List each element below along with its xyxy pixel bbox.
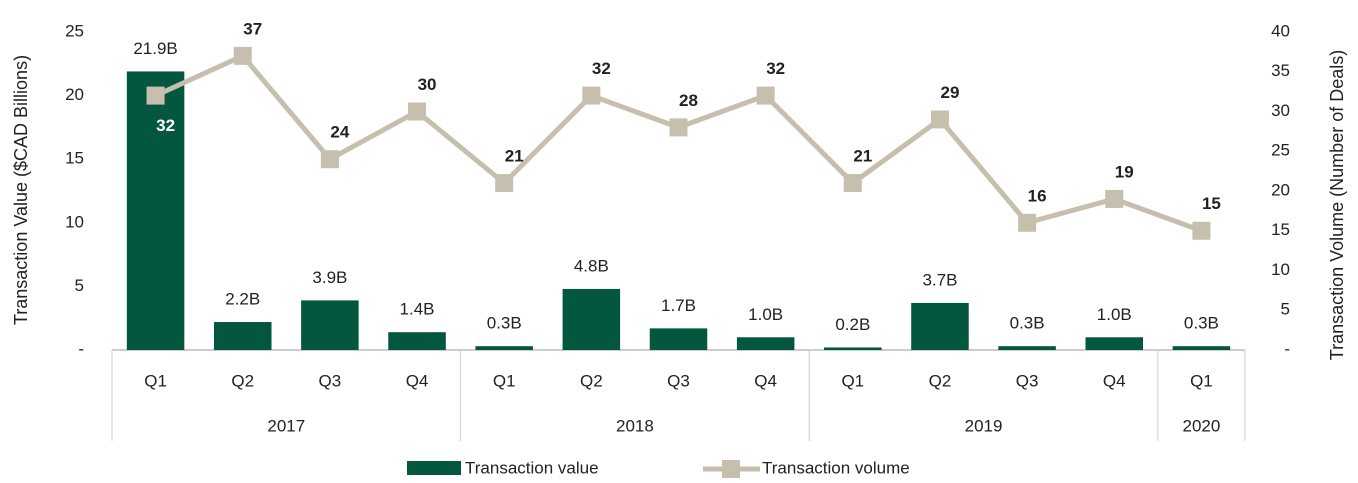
bar [475, 346, 533, 350]
y-tick-label: 20 [65, 85, 84, 104]
bar-value-label: 3.9B [312, 268, 347, 287]
bar [824, 347, 882, 350]
x-tick-label: Q1 [1190, 371, 1213, 390]
x-tick-label: Q4 [1103, 371, 1126, 390]
bar-value-label: 0.3B [487, 314, 522, 333]
bar [998, 346, 1056, 350]
line-value-label: 28 [679, 91, 698, 110]
x-group-label: 2017 [267, 416, 305, 435]
line-value-label: 29 [941, 83, 960, 102]
x-group-label: 2019 [965, 416, 1003, 435]
bar-value-label: 0.3B [1010, 314, 1045, 333]
y2-axis-title: Transaction Volume (Number of Deals) [1327, 50, 1347, 360]
y2-tick-label: 35 [1271, 61, 1290, 80]
legend-label: Transaction volume [762, 458, 910, 477]
line-marker [930, 110, 949, 129]
bar [911, 302, 969, 350]
line-marker [756, 86, 775, 105]
line-marker [669, 118, 688, 137]
line-marker [233, 46, 252, 65]
x-tick-label: Q1 [493, 371, 516, 390]
line-value-label: 30 [418, 75, 437, 94]
bar [736, 337, 795, 350]
bar-value-label: 1.0B [748, 305, 783, 324]
line-value-label: 21 [505, 147, 524, 166]
line-value-label: 32 [592, 59, 611, 78]
line-value-label: 21 [853, 147, 872, 166]
x-tick-label: Q1 [841, 371, 864, 390]
line-value-label: 37 [243, 19, 262, 38]
bar-value-label: 3.7B [922, 270, 957, 289]
legend-label: Transaction value [465, 458, 599, 477]
y2-tick-label: 25 [1271, 141, 1290, 160]
bar [301, 300, 359, 350]
line-marker [1192, 221, 1211, 240]
x-tick-label: Q3 [1016, 371, 1039, 390]
x-tick-label: Q4 [754, 371, 777, 390]
y2-tick-label: - [1284, 339, 1290, 358]
y2-tick-label: 30 [1271, 101, 1290, 120]
line-marker [408, 102, 427, 121]
x-group-label: 2018 [616, 416, 654, 435]
bar [649, 328, 708, 350]
line-value-label: 16 [1028, 186, 1047, 205]
line-value-label: 32 [766, 59, 785, 78]
bar-value-label: 0.3B [1184, 314, 1219, 333]
x-tick-label: Q2 [929, 371, 952, 390]
bar-value-label: 1.0B [1097, 305, 1132, 324]
y2-tick-label: 5 [1281, 300, 1290, 319]
bar [1172, 346, 1231, 350]
bar-value-label: 2.2B [225, 290, 260, 309]
y-tick-label: 10 [65, 212, 84, 231]
bar-value-label: 21.9B [133, 39, 177, 58]
bar [213, 322, 272, 350]
bar [388, 332, 446, 350]
line-marker [320, 150, 339, 169]
bar-value-label: 4.8B [574, 256, 609, 275]
bar [562, 288, 621, 350]
bar [1085, 337, 1144, 350]
y-axis-title: Transaction Value ($CAD Billions) [11, 55, 31, 325]
y-tick-label: - [78, 339, 84, 358]
x-group-label: 2020 [1183, 416, 1221, 435]
bar-value-label: 0.2B [835, 315, 870, 334]
line-marker [1105, 189, 1124, 208]
y2-tick-label: 40 [1271, 21, 1290, 40]
y-tick-label: 15 [65, 149, 84, 168]
x-tick-label: Q3 [319, 371, 342, 390]
y-tick-label: 5 [75, 276, 84, 295]
line-marker [146, 86, 165, 105]
line-value-label: 24 [330, 123, 349, 142]
y2-tick-label: 15 [1271, 220, 1290, 239]
legend-swatch [722, 460, 740, 478]
y2-tick-label: 20 [1271, 180, 1290, 199]
bar-value-label: 1.4B [400, 300, 435, 319]
line-marker [495, 174, 514, 193]
x-tick-label: Q1 [144, 371, 167, 390]
y-tick-label: 25 [65, 21, 84, 40]
y2-tick-label: 10 [1271, 260, 1290, 279]
bar [126, 71, 185, 350]
line-value-label: 19 [1115, 162, 1134, 181]
x-tick-label: Q3 [667, 371, 690, 390]
x-tick-label: Q2 [580, 371, 603, 390]
line-value-label: 32 [156, 116, 175, 135]
line-value-label: 15 [1202, 194, 1221, 213]
line-marker [582, 86, 601, 105]
x-tick-label: Q2 [231, 371, 254, 390]
bar-value-label: 1.7B [661, 296, 696, 315]
line-marker [1018, 213, 1037, 232]
x-tick-label: Q4 [406, 371, 429, 390]
legend-swatch [407, 461, 461, 475]
line-marker [843, 174, 862, 193]
